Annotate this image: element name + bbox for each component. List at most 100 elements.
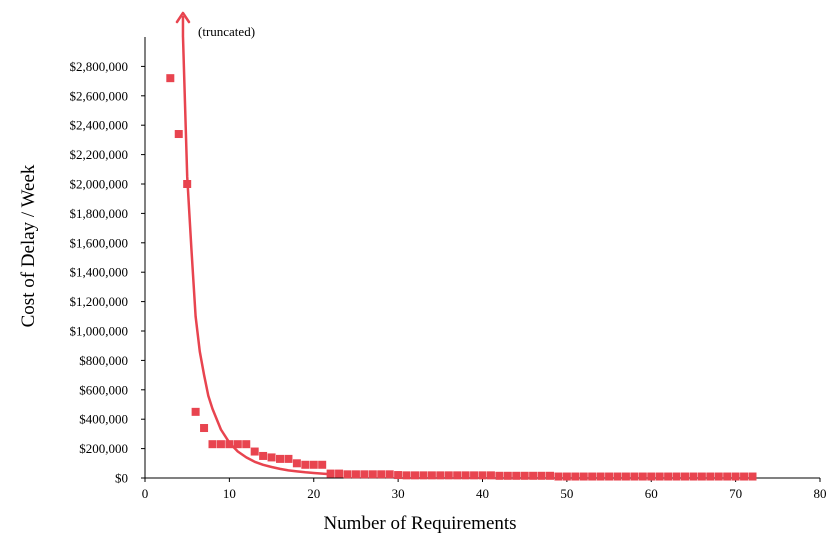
data-point xyxy=(681,472,689,481)
y-tick-label: $200,000 xyxy=(79,441,128,456)
data-point xyxy=(318,460,327,469)
data-point xyxy=(470,471,479,480)
data-point xyxy=(394,471,403,480)
truncated-annotation: (truncated) xyxy=(198,24,255,39)
data-point xyxy=(554,472,563,481)
data-point xyxy=(225,440,234,449)
data-point xyxy=(638,472,647,481)
data-point xyxy=(562,472,571,481)
data-point xyxy=(343,470,352,479)
data-point xyxy=(284,454,293,463)
data-point xyxy=(478,471,487,480)
x-tick-label: 10 xyxy=(223,486,236,501)
y-tick-label: $1,800,000 xyxy=(70,206,129,221)
data-point xyxy=(546,471,554,480)
data-point xyxy=(647,472,656,481)
y-tick-label: $2,400,000 xyxy=(70,118,129,133)
data-point xyxy=(571,472,580,481)
x-tick-label: 70 xyxy=(729,486,742,501)
data-point xyxy=(706,472,715,481)
data-point xyxy=(630,472,639,481)
data-point xyxy=(242,440,251,449)
data-point xyxy=(335,469,344,478)
x-axis-title: Number of Requirements xyxy=(323,513,516,534)
data-point xyxy=(166,74,175,83)
y-tick-label: $2,600,000 xyxy=(70,88,129,103)
data-point xyxy=(697,472,706,481)
data-point xyxy=(411,471,419,480)
data-point xyxy=(419,471,428,480)
y-tick-label: $1,000,000 xyxy=(70,324,129,339)
data-point xyxy=(613,472,622,481)
data-point xyxy=(309,460,318,469)
points-layer xyxy=(166,74,757,481)
x-tick-label: 60 xyxy=(645,486,658,501)
data-point xyxy=(655,472,664,481)
data-point xyxy=(259,451,268,460)
data-point xyxy=(605,472,614,481)
data-point xyxy=(596,472,605,481)
data-point xyxy=(495,471,504,480)
data-point xyxy=(183,180,192,188)
truncation-arrow xyxy=(175,11,191,37)
data-point xyxy=(486,471,495,480)
y-tick-label: $600,000 xyxy=(79,382,128,397)
y-tick-label: $2,800,000 xyxy=(70,59,129,74)
y-tick-label: $1,200,000 xyxy=(70,294,129,309)
y-axis-title: Cost of Delay / Week xyxy=(18,164,39,327)
data-point xyxy=(512,471,521,480)
x-tick-label: 20 xyxy=(307,486,320,501)
data-point xyxy=(588,472,597,481)
data-point xyxy=(537,471,546,480)
data-point xyxy=(672,472,681,481)
data-point xyxy=(714,472,723,481)
data-point xyxy=(503,471,512,480)
data-point xyxy=(360,470,369,479)
data-point xyxy=(621,472,630,481)
data-point xyxy=(723,472,732,481)
fit-curve-line xyxy=(181,36,331,476)
x-tick-label: 80 xyxy=(814,486,827,501)
axes xyxy=(144,37,820,479)
data-point xyxy=(276,454,284,463)
data-point xyxy=(461,471,470,480)
x-tick-label: 50 xyxy=(560,486,573,501)
data-point xyxy=(377,470,386,479)
data-point xyxy=(326,469,335,478)
data-point xyxy=(292,459,301,468)
data-point xyxy=(731,472,740,481)
x-ticks: 0 10 20 30 40 50 60 70 80 xyxy=(142,478,827,501)
data-point xyxy=(453,471,462,480)
data-point xyxy=(740,472,749,481)
data-point xyxy=(689,472,698,481)
data-point xyxy=(529,471,538,480)
y-tick-label: $0 xyxy=(115,471,128,486)
x-tick-label: 30 xyxy=(392,486,405,501)
y-tick-label: $2,200,000 xyxy=(70,147,129,162)
y-tick-label: $800,000 xyxy=(79,353,128,368)
y-tick-label: $2,000,000 xyxy=(70,177,129,192)
data-point xyxy=(748,472,757,481)
arrow-head xyxy=(175,11,191,24)
data-point xyxy=(385,470,394,479)
data-point xyxy=(174,130,183,139)
data-point xyxy=(427,471,436,480)
data-point xyxy=(579,472,588,481)
data-point xyxy=(216,440,225,449)
curve-layer xyxy=(181,36,331,476)
data-point xyxy=(200,424,209,433)
data-point xyxy=(250,447,259,456)
data-point xyxy=(208,440,217,449)
data-point xyxy=(402,471,411,480)
data-point xyxy=(436,471,445,480)
x-tick-label: 0 xyxy=(142,486,149,501)
y-ticks: $0 $200,000 $400,000 $600,000 $800,000 $1,000… xyxy=(70,59,145,486)
data-point xyxy=(267,453,276,462)
y-tick-label: $1,400,000 xyxy=(70,265,129,280)
data-point xyxy=(233,440,242,449)
y-tick-label: $1,600,000 xyxy=(70,235,129,250)
data-point xyxy=(191,407,200,416)
data-point xyxy=(520,471,529,480)
data-point xyxy=(301,460,310,469)
data-point xyxy=(664,472,673,481)
